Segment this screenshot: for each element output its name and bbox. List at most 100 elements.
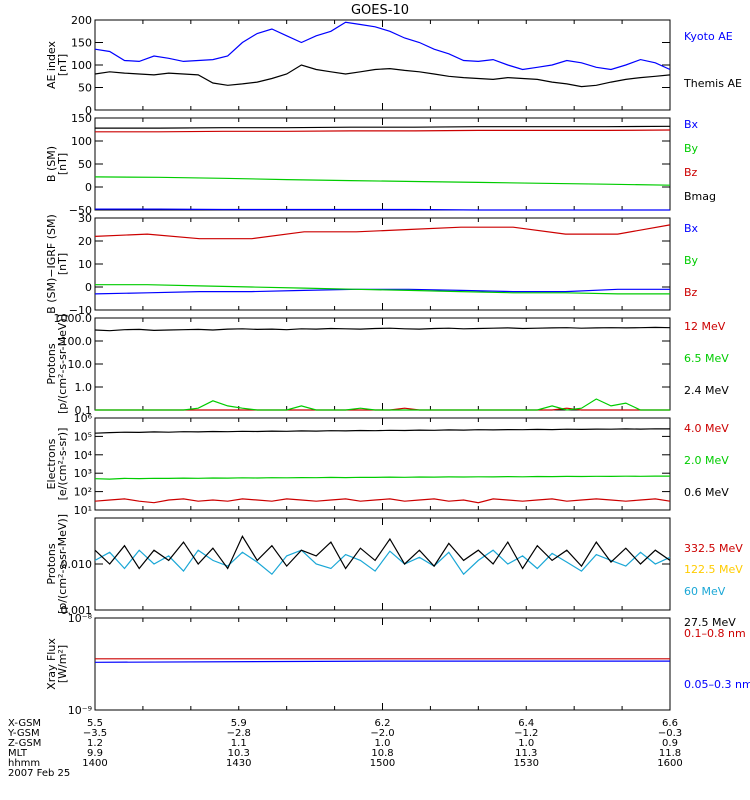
series-line-blue [95, 208, 670, 211]
series-line-blue [94, 660, 670, 663]
y-tick-label: −10 [69, 304, 92, 317]
y-axis-label: [nT] [56, 153, 69, 175]
y-tick-label: 0 [85, 104, 92, 117]
y-axis-label: [p/(cm²-s-sr-MeV)] [56, 514, 69, 614]
y-tick-label: 1000.0 [54, 312, 93, 325]
x-row-value: 6.4 [518, 718, 534, 729]
series-line-red [94, 498, 671, 504]
y-tick-label: 0.010 [61, 558, 93, 571]
panel-frame [94, 317, 671, 411]
legend-entry: Bz [684, 286, 698, 299]
x-row-label: X-GSM [8, 718, 41, 729]
legend-entry: 12 MeV [684, 320, 726, 333]
y-tick-label: 0.001 [61, 604, 93, 617]
x-row-value: 1600 [657, 758, 682, 769]
x-row-label: Y-GSM [7, 728, 40, 739]
legend-entry: Bx [684, 222, 699, 235]
y-axis-label: AE index [45, 40, 58, 89]
x-row-value: 1500 [370, 758, 395, 769]
y-axis-label: Electrons [45, 438, 58, 489]
legend-entry: 0.1–0.8 nm [684, 627, 746, 640]
legend-entry: Bmag [684, 190, 716, 203]
x-row-value: 11.3 [515, 748, 537, 759]
series-line-green [95, 284, 670, 295]
y-tick-label: 100.0 [61, 335, 93, 348]
panel-frame [94, 517, 671, 611]
y-tick-label: 10 [78, 258, 92, 271]
legend-entry: 2.0 MeV [684, 454, 729, 467]
y-tick-label: 10¹ [74, 504, 92, 517]
panel-2: −50 0 50 100 150 B (SM)[nT] Bx By Bz Bmag [45, 112, 716, 217]
x-row-value: −1.2 [514, 728, 538, 739]
y-tick-label: 0 [85, 181, 92, 194]
y-tick-label: 10.0 [68, 358, 93, 371]
x-row-value: −2.8 [227, 728, 251, 739]
legend-entry: Bx [684, 118, 699, 131]
y-axis-label: [W/m²] [56, 645, 69, 683]
series-line-green [94, 176, 671, 186]
series-line-green [95, 398, 670, 411]
y-tick-label: 30 [78, 212, 92, 225]
x-row-value: −3.5 [83, 728, 107, 739]
legend-entry: 0.05–0.3 nm [684, 678, 750, 691]
y-tick-label: 100 [71, 135, 92, 148]
y-axis-label: [p/(cm²-s-sr-MeV)] [56, 314, 69, 414]
x-row-value: 1.0 [518, 738, 534, 749]
legend-entry: By [684, 142, 699, 155]
y-tick-label: 20 [78, 235, 92, 248]
y-tick-label: 100 [71, 59, 92, 72]
y-tick-label: 10⁻⁹ [68, 704, 92, 717]
y-tick-label: 150 [71, 37, 92, 50]
panel-1: 0 50 100 150 200 AE index[nT] Kyoto AE Themis A… [45, 14, 742, 117]
x-row-label: MLT [8, 748, 28, 759]
panel-frame [94, 617, 671, 711]
x-row-value: 11.8 [659, 748, 681, 759]
x-row-value: 9.9 [87, 748, 103, 759]
x-row-value: 1.1 [231, 738, 247, 749]
chart-title: GOES-10 [351, 3, 409, 18]
y-axis-label: B (SM)−IGRF (SM) [45, 214, 58, 314]
y-tick-label: 0.1 [75, 404, 93, 417]
y-tick-label: 10³ [74, 467, 92, 480]
x-row-value: 1.2 [87, 738, 103, 749]
series-line-cyan [94, 549, 671, 576]
y-axis-label: [nT] [56, 253, 69, 275]
y-axis-label: B (SM) [45, 146, 58, 182]
panel-4: 0.1 1.0 10.0 100.0 1000.0 Protons[p/(cm²-s-sr… [45, 312, 729, 417]
legend-entry: 60 MeV [684, 585, 726, 598]
series-line-black [95, 125, 671, 129]
legend-entry: Themis AE [683, 77, 742, 90]
y-tick-label: 10⁶ [74, 412, 93, 425]
y-axis-label: Protons [45, 343, 58, 384]
y-tick-label: 50 [78, 158, 92, 171]
legend-entry: 332.5 MeV [684, 542, 743, 555]
x-row-value: 10.3 [228, 748, 250, 759]
x-row-value: 6.6 [662, 718, 678, 729]
y-tick-label: 200 [71, 14, 92, 27]
y-tick-label: 50 [78, 82, 92, 95]
panel-3: −10 0 10 20 30 B (SM)−IGRF (SM)[nT] Bx By Bz [45, 212, 699, 317]
y-tick-label: 10⁵ [74, 430, 92, 443]
legend-entry: Bz [684, 166, 698, 179]
series-line-red [94, 224, 671, 240]
y-axis-label: Xray Flux [45, 638, 58, 690]
series-line-black [94, 535, 671, 570]
y-axis-label: [nT] [56, 54, 69, 76]
x-row-value: 6.2 [375, 718, 391, 729]
y-tick-label: 150 [71, 112, 92, 125]
y-tick-label: 10⁴ [74, 449, 93, 462]
series-line-green [94, 475, 670, 480]
x-row-value: 0.9 [662, 738, 678, 749]
x-row-label: Z-GSM [8, 738, 41, 749]
y-tick-label: 10⁻⁸ [68, 612, 93, 625]
x-row-value: 1400 [82, 758, 107, 769]
x-row-value: 5.5 [87, 718, 103, 729]
x-row-value: 5.9 [231, 718, 247, 729]
legend-entry: 0.6 MeV [684, 486, 729, 499]
legend-entry: By [684, 254, 699, 267]
x-row-label: hhmm [8, 758, 40, 769]
legend-entry: 122.5 MeV [684, 563, 743, 576]
